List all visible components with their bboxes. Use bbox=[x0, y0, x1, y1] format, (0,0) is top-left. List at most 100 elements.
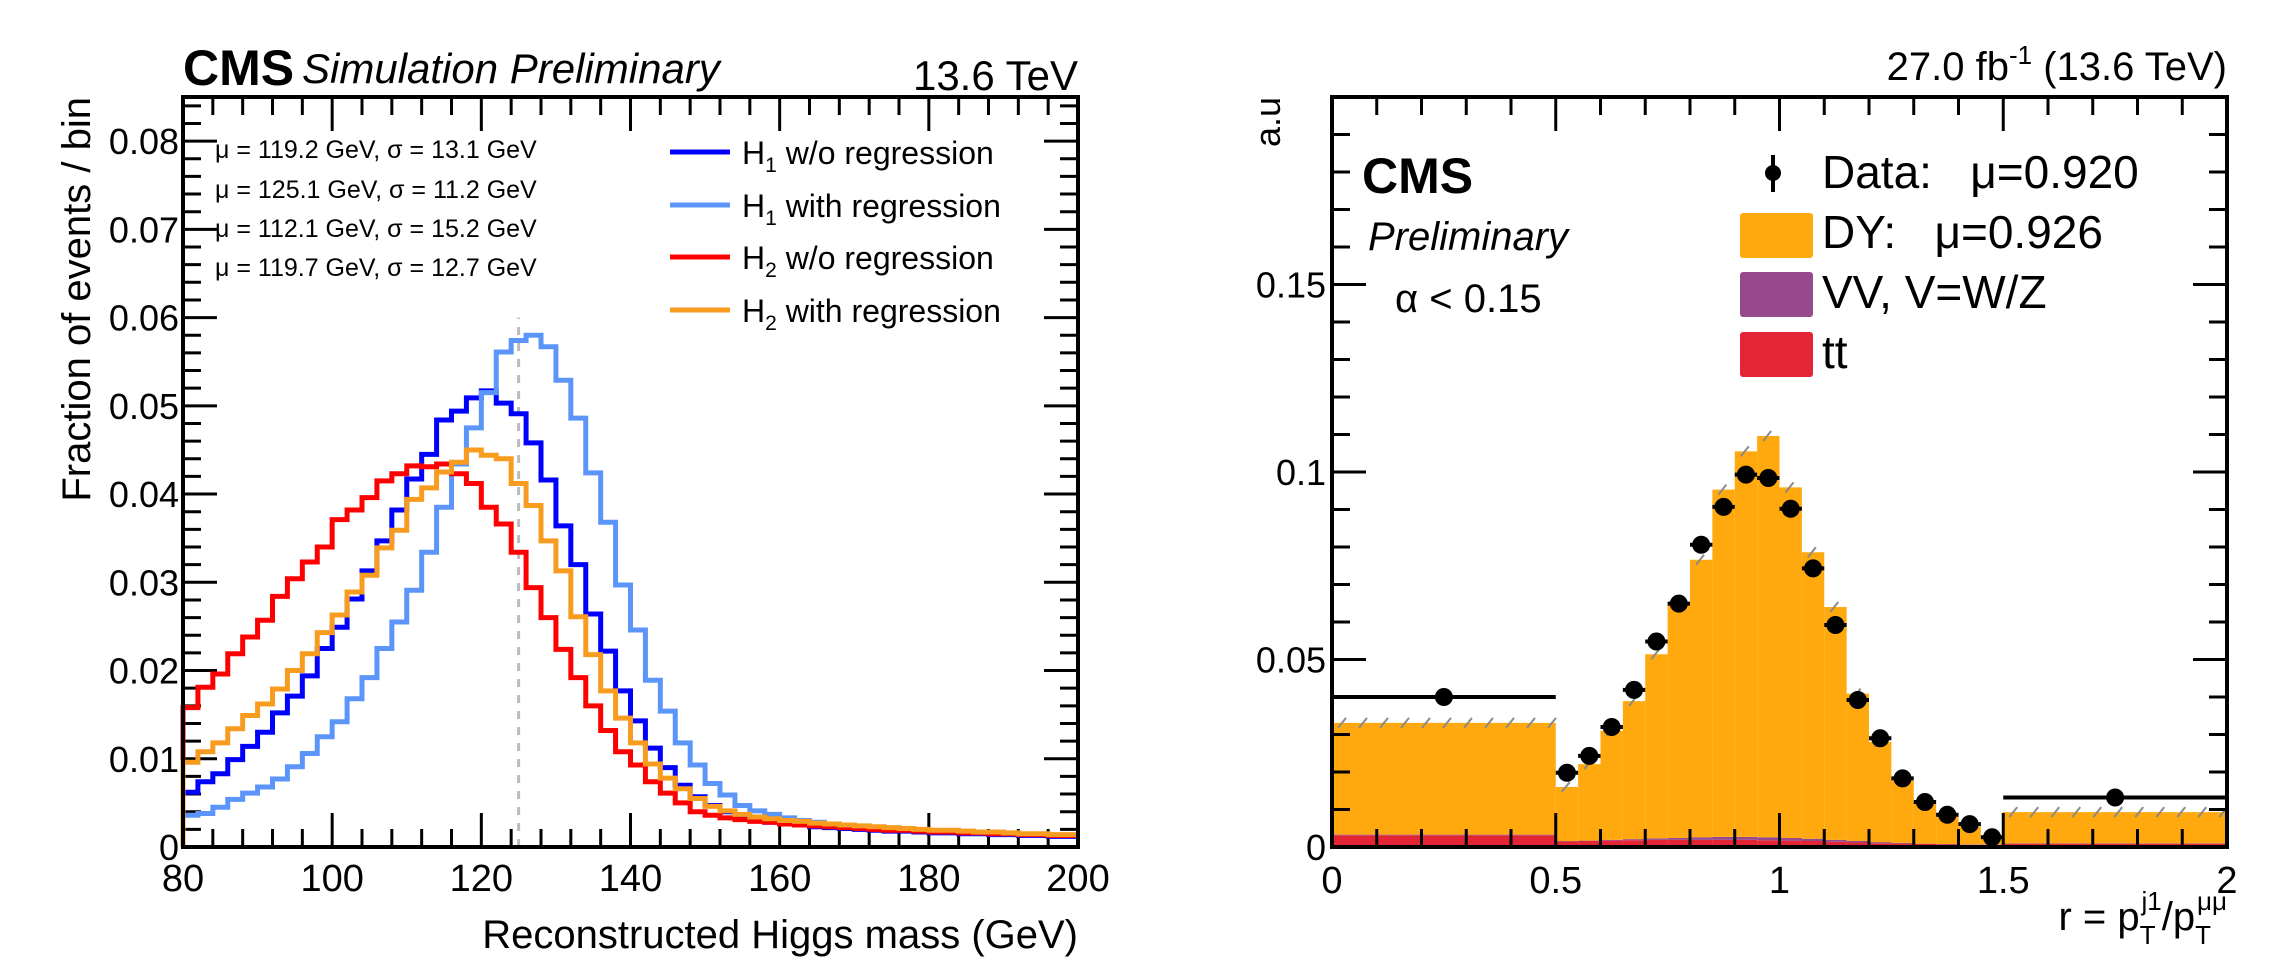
legend-label-sub: 1 bbox=[765, 154, 777, 177]
stack-bar-dy bbox=[1846, 693, 1869, 841]
uncertainty-hatch bbox=[2029, 806, 2040, 818]
data-marker bbox=[1893, 769, 1912, 788]
uncertainty-hatch bbox=[2071, 806, 2082, 818]
data-marker bbox=[1736, 465, 1755, 484]
stack-bar-dy bbox=[1600, 730, 1623, 840]
stack-bar-vv-v-w-z bbox=[1824, 839, 1847, 842]
svg-text:H1 with regression: H1 with regression bbox=[742, 188, 1001, 230]
stack-bar-tt bbox=[1757, 840, 1780, 847]
fit-annotation-h1-with: μ = 125.1 GeV, σ = 11.2 GeV bbox=[215, 176, 537, 204]
svg-text:H2 w/o regression: H2 w/o regression bbox=[742, 240, 994, 282]
data-point bbox=[1958, 815, 1981, 834]
uncertainty-hatch bbox=[1650, 648, 1661, 660]
uncertainty-hatch bbox=[2134, 806, 2145, 818]
right-lumi-label: 27.0 fb-1 (13.6 TeV) bbox=[1887, 40, 2227, 89]
legend-swatch-dy bbox=[1740, 213, 1813, 258]
x-tick-label: 120 bbox=[450, 858, 513, 900]
uncertainty-hatch bbox=[1784, 481, 1795, 493]
data-marker bbox=[1580, 746, 1599, 765]
uncertainty-hatch bbox=[1695, 554, 1705, 566]
histogram-h2-with-regression bbox=[180, 447, 1078, 847]
svg-text:H1 w/o regression: H1 w/o regression bbox=[742, 135, 994, 177]
data-marker bbox=[1602, 718, 1621, 736]
uncertainty-hatch bbox=[1807, 546, 1817, 558]
stack-bar-vv-v-w-z bbox=[1690, 837, 1713, 840]
stack-bar-tt bbox=[1645, 839, 1668, 847]
selection-label: α < 0.15 bbox=[1395, 277, 1542, 321]
legend-label-main: H bbox=[742, 188, 765, 224]
data-marker bbox=[1915, 793, 1934, 811]
data-marker bbox=[1826, 616, 1845, 634]
right-cms-label: CMS bbox=[1362, 148, 1473, 204]
fit-annotation-h1-wo: μ = 119.2 GeV, σ = 13.1 GeV bbox=[215, 136, 537, 164]
stack-bar-vv-v-w-z bbox=[1600, 839, 1623, 841]
legend-label-vv: VV, V=W/Z bbox=[1822, 266, 2047, 318]
data-marker bbox=[1804, 559, 1823, 578]
legend-entry-vv: VV, V=W/Z bbox=[1740, 266, 2047, 318]
data-point bbox=[1645, 632, 1668, 651]
data-point bbox=[1980, 828, 2004, 847]
right-preliminary-label: Preliminary bbox=[1368, 215, 1571, 259]
x-tick-label: 1 bbox=[1769, 860, 1790, 902]
y-tick-label: 0.03 bbox=[109, 562, 179, 603]
legend-label-dy: DY: μ=0.926 bbox=[1822, 206, 2103, 258]
histogram-h2-w-o-regression bbox=[180, 461, 1078, 847]
data-marker bbox=[1983, 828, 2002, 847]
uncertainty-hatch bbox=[1505, 717, 1515, 729]
stack-bar-tt bbox=[1846, 842, 1869, 847]
stack-bar-dy bbox=[1869, 742, 1892, 843]
x-tick-label: 100 bbox=[300, 858, 363, 900]
legend-label-rest: w/o regression bbox=[777, 240, 994, 276]
stack-bar-vv-v-w-z bbox=[1645, 838, 1668, 840]
data-marker bbox=[1714, 497, 1733, 516]
lumi-exponent: -1 bbox=[2009, 40, 2032, 70]
legend-label-sub: 2 bbox=[765, 312, 777, 335]
stack-bar-dy bbox=[1555, 787, 1579, 841]
legend-label-sub: 1 bbox=[765, 207, 777, 230]
right-y-axis-label: a.u bbox=[1247, 97, 1288, 147]
stack-bar-vv-v-w-z bbox=[1846, 841, 1869, 843]
data-point bbox=[1555, 763, 1579, 782]
y-tick-label: 0.08 bbox=[109, 121, 179, 162]
stack-bar-dy bbox=[1891, 780, 1914, 843]
stack-bar-tt bbox=[1824, 841, 1847, 847]
data-point bbox=[1757, 469, 1780, 487]
x-tick-label: 2 bbox=[2216, 860, 2237, 902]
stack-bar-dy bbox=[1578, 764, 1601, 841]
stack-bar-vv-v-w-z bbox=[1734, 836, 1758, 840]
right-tick-labels: 0 0.5 1 1.5 2 0 0.05 0.1 0.15 bbox=[1256, 265, 2238, 903]
uncertainty-hatch bbox=[2092, 806, 2103, 818]
data-marker bbox=[1848, 691, 1867, 709]
stack-bar-dy bbox=[1801, 552, 1825, 839]
uncertainty-hatch bbox=[2176, 806, 2187, 818]
uncertainty-hatch bbox=[1358, 717, 1368, 729]
data-point bbox=[1779, 499, 1802, 518]
stack-bar-dy bbox=[1622, 701, 1646, 840]
data-marker bbox=[1938, 805, 1957, 824]
data-point bbox=[1846, 691, 1869, 709]
stack-bar-vv-v-w-z bbox=[1779, 838, 1802, 841]
data-marker bbox=[1960, 815, 1979, 834]
data-marker bbox=[2106, 788, 2125, 807]
uncertainty-hatch bbox=[2050, 806, 2061, 818]
data-point bbox=[1891, 769, 1914, 788]
uncertainty-hatch bbox=[1421, 717, 1431, 729]
data-point bbox=[1801, 559, 1825, 578]
fit-annotations: μ = 119.2 GeV, σ = 13.1 GeV μ = 125.1 Ge… bbox=[215, 136, 537, 282]
legend-label-tt: tt bbox=[1822, 326, 1848, 378]
x-tick-label: 160 bbox=[748, 858, 811, 900]
y-tick-label: 0.01 bbox=[109, 739, 179, 780]
stack-bar-tt bbox=[1801, 841, 1825, 847]
legend-label-rest: w/o regression bbox=[777, 135, 994, 171]
y-tick-label: 0.15 bbox=[1256, 265, 1326, 306]
stack-bar-tt bbox=[1667, 839, 1690, 847]
stack-bar-tt bbox=[1555, 841, 1579, 847]
data-point bbox=[1869, 729, 1892, 748]
left-axis-ticks bbox=[181, 97, 1080, 849]
xlabel-sub2: T bbox=[2195, 920, 2211, 950]
y-tick-label: 0.02 bbox=[109, 651, 179, 692]
stack-bar-tt bbox=[1690, 839, 1713, 847]
data-marker bbox=[1871, 729, 1890, 748]
legend-entry-h2-with: H2 with regression bbox=[670, 293, 1001, 335]
x-tick-label: 180 bbox=[897, 858, 960, 900]
